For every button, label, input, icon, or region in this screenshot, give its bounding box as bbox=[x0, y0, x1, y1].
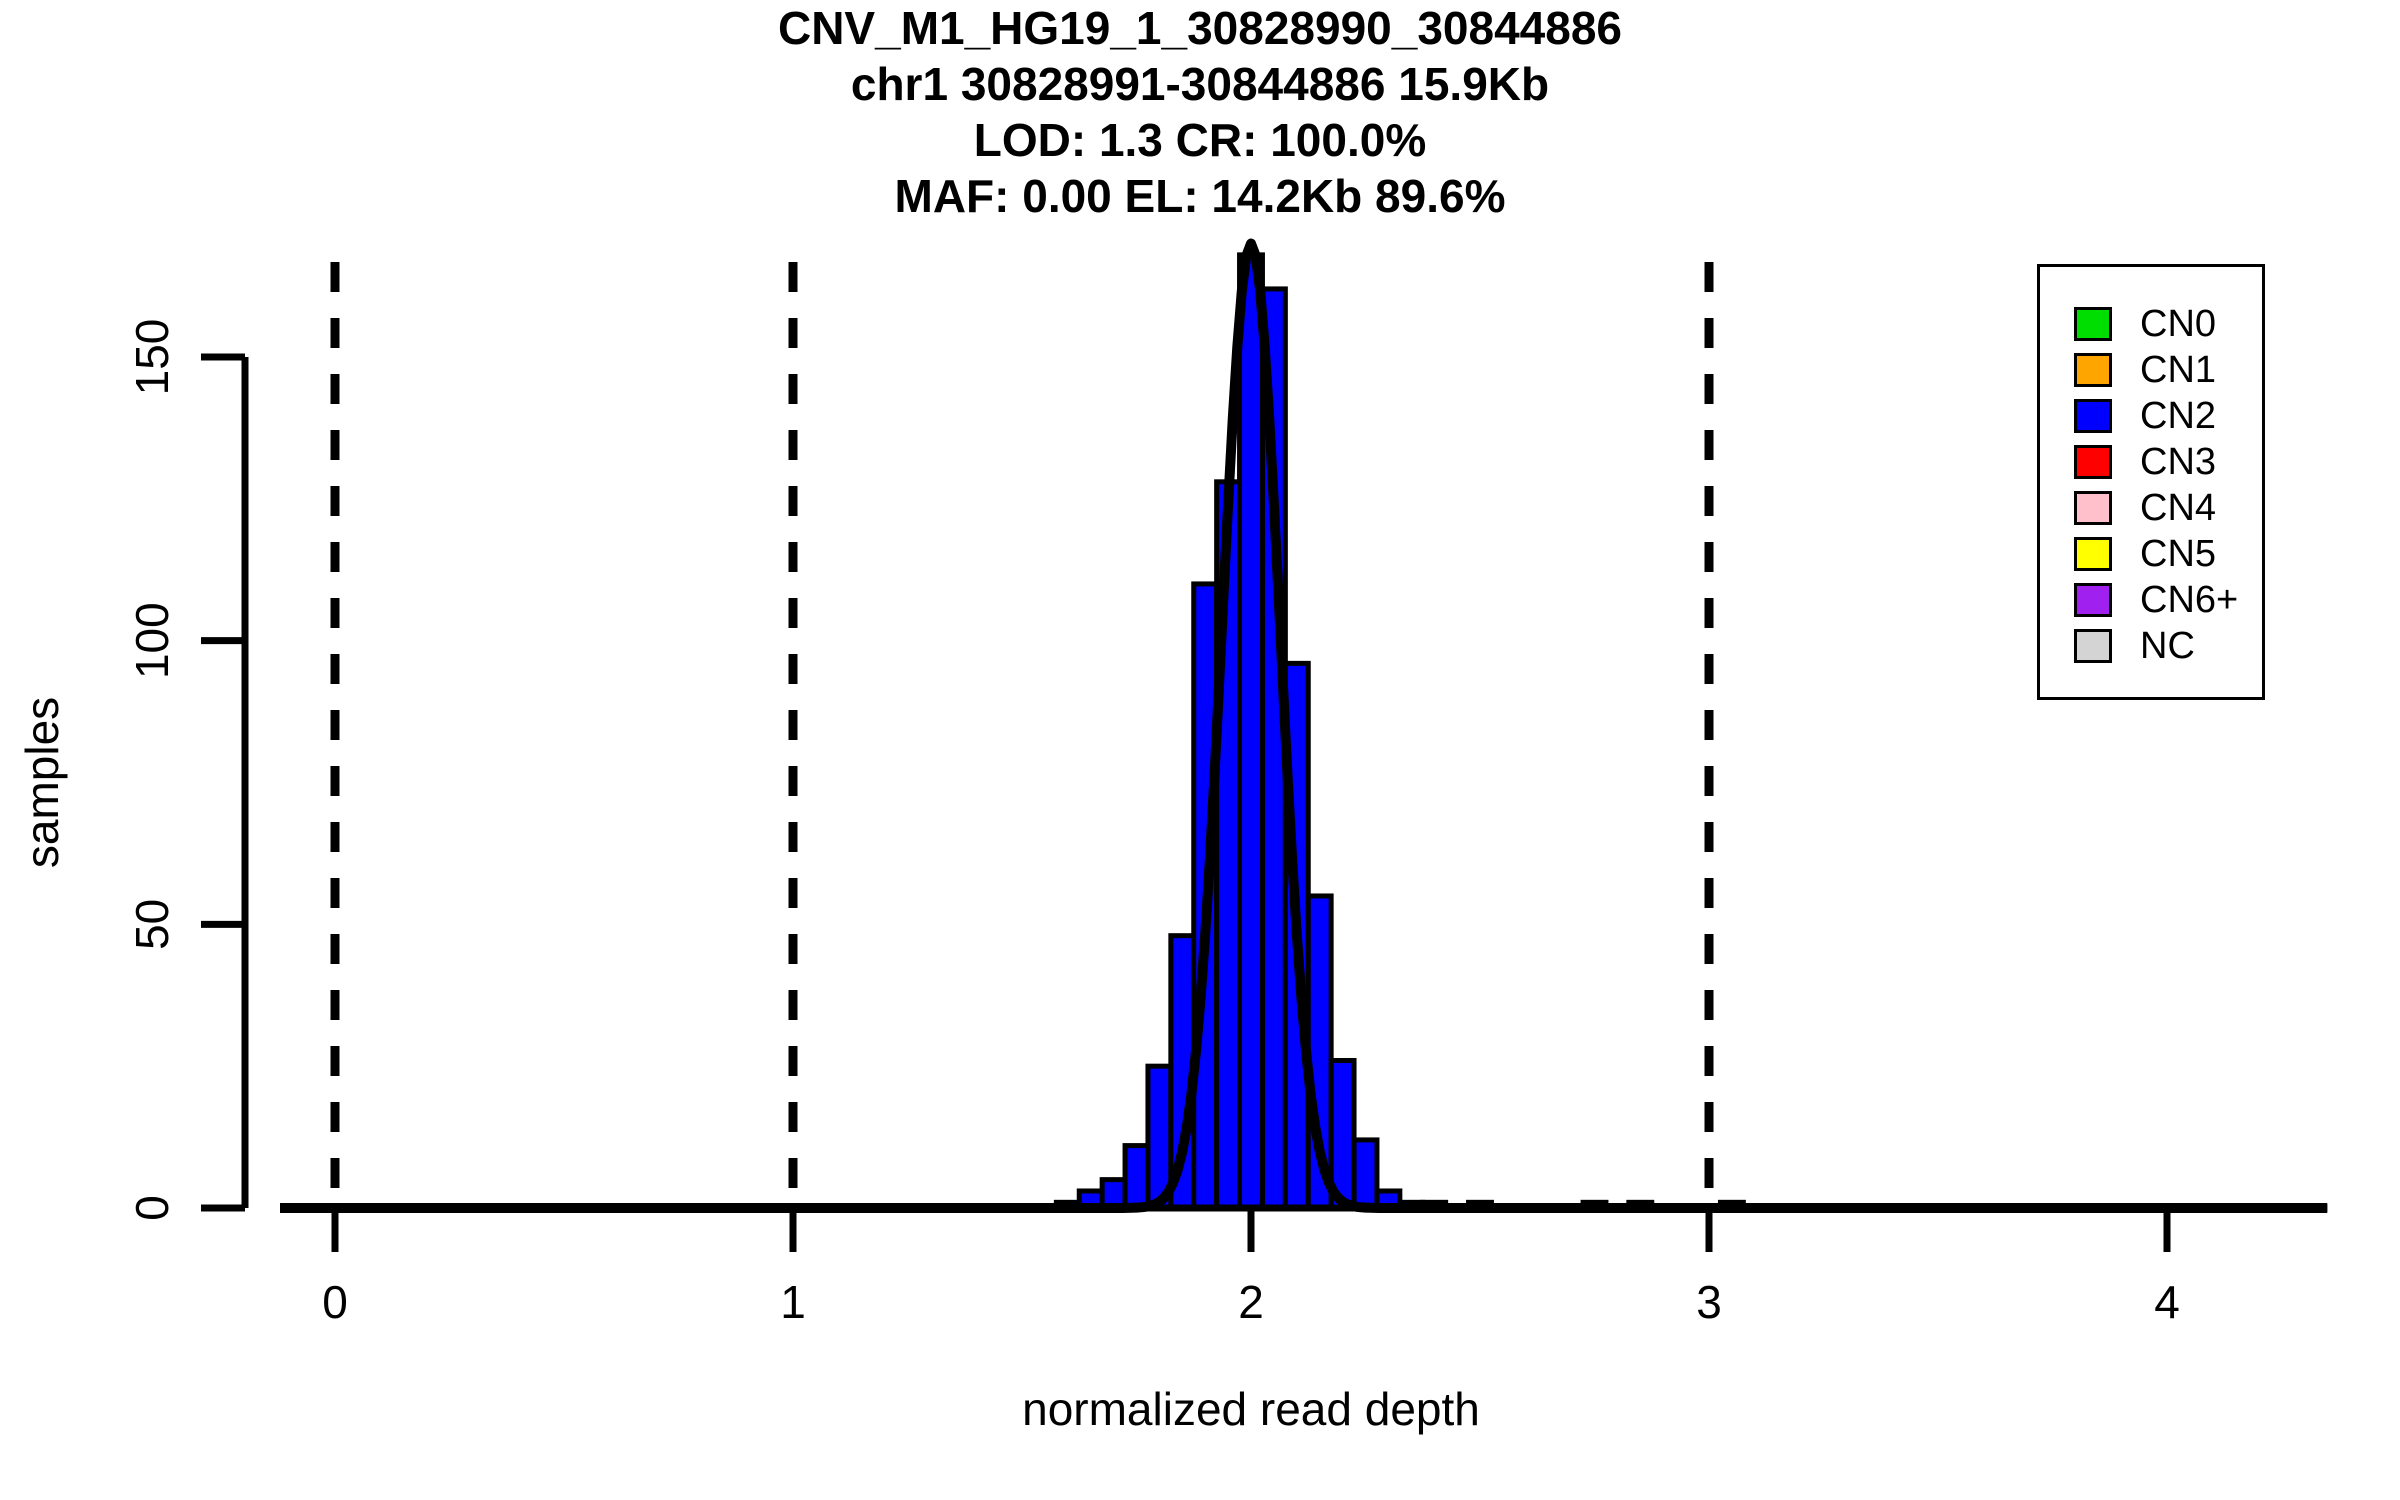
legend-label: CN3 bbox=[2140, 441, 2217, 483]
x-tick-label: 0 bbox=[322, 1276, 348, 1328]
legend-swatch-icon bbox=[2074, 491, 2112, 525]
histogram-bar bbox=[1351, 1137, 1380, 1211]
legend-swatch-icon bbox=[2074, 583, 2112, 617]
legend-label: CN1 bbox=[2140, 349, 2217, 391]
legend-swatch-icon bbox=[2074, 399, 2112, 433]
legend-label: CN0 bbox=[2140, 303, 2217, 345]
legend-swatch-icon bbox=[2074, 629, 2112, 663]
x-tick-label: 2 bbox=[1238, 1276, 1264, 1328]
legend-swatch-icon bbox=[2074, 445, 2112, 479]
legend-label: NC bbox=[2140, 625, 2195, 667]
title-line-3: LOD: 1.3 CR: 100.0% bbox=[973, 114, 1427, 166]
chart-title-block: CNV_M1_HG19_1_30828990_30844886 chr1 308… bbox=[0, 0, 2400, 224]
legend-label: CN2 bbox=[2140, 395, 2217, 437]
y-tick-label: 100 bbox=[126, 602, 178, 679]
legend-label: CN5 bbox=[2140, 533, 2217, 575]
y-tick-label: 0 bbox=[126, 1195, 178, 1221]
legend-swatch-icon bbox=[2074, 537, 2112, 571]
legend-item-cn4: CN4 bbox=[2074, 485, 2262, 531]
legend-item-nc: NC bbox=[2074, 623, 2262, 669]
legend-item-cn2: CN2 bbox=[2074, 393, 2262, 439]
x-axis-label: normalized read depth bbox=[1022, 1383, 1480, 1435]
legend: CN0 CN1 CN2 CN3 CN4 CN5 CN6+ NC bbox=[2037, 264, 2265, 700]
legend-item-cn0: CN0 bbox=[2074, 301, 2262, 347]
legend-item-cn6plus: CN6+ bbox=[2074, 577, 2262, 623]
legend-item-cn3: CN3 bbox=[2074, 439, 2262, 485]
legend-swatch-icon bbox=[2074, 353, 2112, 387]
title-line-2: chr1 30828991-30844886 15.9Kb bbox=[850, 58, 1550, 110]
legend-swatch-icon bbox=[2074, 307, 2112, 341]
x-tick-label: 3 bbox=[1696, 1276, 1722, 1328]
x-tick-label: 1 bbox=[780, 1276, 806, 1328]
legend-item-cn5: CN5 bbox=[2074, 531, 2262, 577]
legend-label: CN4 bbox=[2140, 487, 2217, 529]
legend-label: CN6+ bbox=[2140, 579, 2239, 621]
histogram-bar bbox=[1237, 252, 1265, 1211]
histogram-bar bbox=[1122, 1143, 1151, 1211]
y-tick-label: 150 bbox=[126, 319, 178, 396]
title-line-4: MAF: 0.00 EL: 14.2Kb 89.6% bbox=[894, 170, 1506, 222]
y-axis-label: samples bbox=[16, 697, 68, 868]
legend-item-cn1: CN1 bbox=[2074, 347, 2262, 393]
x-tick-label: 4 bbox=[2154, 1276, 2180, 1328]
title-line-1: CNV_M1_HG19_1_30828990_30844886 bbox=[777, 2, 1622, 54]
y-tick-label: 50 bbox=[126, 899, 178, 950]
